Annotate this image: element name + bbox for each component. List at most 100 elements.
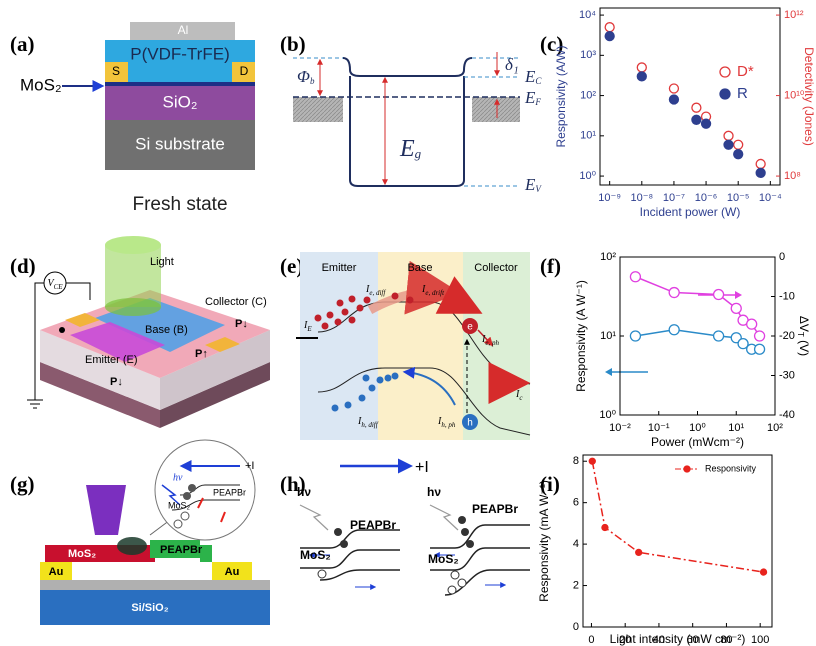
point — [753, 343, 766, 355]
device-d — [27, 236, 270, 428]
axis-arrow — [605, 368, 612, 376]
point — [668, 286, 680, 299]
point — [636, 62, 647, 73]
region-label: Emitter — [322, 262, 357, 274]
y-tick-label: 10¹ — [600, 330, 616, 342]
x-tick-label: 100 — [751, 634, 769, 646]
label-part: T — [796, 332, 805, 337]
layer-label: P(VDF-TrFE) — [130, 44, 229, 63]
point — [604, 22, 615, 33]
region-label: Emitter (E) — [85, 354, 138, 366]
carrier-label: e — [467, 322, 473, 333]
x-tick-label: 10⁻² — [609, 422, 631, 434]
light-label: hν — [173, 472, 183, 483]
y-tick-label: 10² — [600, 251, 616, 263]
current-label: +I — [415, 459, 429, 476]
current-label: Ie, ph — [481, 334, 499, 346]
plot-frame — [599, 7, 781, 186]
band-label: EV — [524, 175, 542, 194]
y-tick-label: 2 — [573, 579, 579, 591]
panel-label: (e) — [280, 254, 303, 278]
region-label: Collector (C) — [205, 296, 267, 308]
point — [668, 324, 680, 336]
y-axis-label: Responsivity (A/W) — [554, 45, 568, 147]
material-label: PEAPBr — [213, 487, 246, 497]
material-label: PEAPBr — [472, 502, 518, 516]
x-tick-label: 40 — [653, 634, 665, 646]
y2-tick-label: -10 — [779, 290, 795, 302]
y2-tick-label: 10¹² — [784, 9, 804, 21]
electrode-label: Au — [225, 566, 240, 578]
panel-label: (h) — [280, 472, 306, 496]
point — [733, 149, 744, 160]
point — [629, 330, 642, 342]
x-tick-label: 10⁻¹ — [648, 422, 670, 434]
y2-tick-label: 10¹⁰ — [784, 89, 805, 101]
region-label: Collector — [474, 262, 518, 274]
point — [712, 330, 725, 342]
x-tick-label: 10⁰ — [689, 422, 706, 434]
electrode-label: S — [112, 64, 120, 78]
point — [746, 318, 758, 330]
x-tick-label: 10⁻⁸ — [630, 192, 653, 204]
x-tick-label: 10⁻⁵ — [727, 192, 750, 204]
layer-label: Al — [178, 23, 189, 37]
layer-label: Si substrate — [135, 134, 225, 153]
point — [730, 302, 742, 315]
point — [723, 130, 734, 141]
channel-label: MoS₂ — [20, 75, 62, 94]
y-tick-label: 10² — [580, 89, 596, 101]
carrier-label: h — [467, 418, 473, 429]
current-label: Ie, diff — [365, 284, 386, 296]
y-axis-label: Responsivity (A W⁻¹) — [574, 280, 588, 392]
plot-frame — [582, 454, 773, 628]
point — [712, 288, 725, 301]
polarization-label: P↑ — [195, 348, 208, 360]
panel-label: (c) — [540, 32, 563, 56]
device-g — [40, 439, 270, 625]
substrate-label: Si/SiO₂ — [131, 602, 168, 614]
panel-label: (i) — [540, 472, 560, 496]
x-tick-label: 80 — [720, 634, 732, 646]
point — [601, 523, 609, 532]
y2-tick-label: -40 — [779, 409, 795, 421]
band-label: δ₁ — [505, 55, 519, 74]
y-tick-label: 10⁰ — [599, 409, 616, 421]
current-label: Ie, drift — [421, 284, 445, 296]
panel-label: (f) — [540, 254, 561, 278]
legend-marker — [683, 465, 691, 473]
point — [691, 114, 702, 125]
panel-label: (b) — [280, 32, 306, 56]
legend-label: D* — [737, 63, 754, 80]
point — [759, 568, 768, 576]
electrode-label: Au — [49, 566, 64, 578]
material-label: MoS₂ — [68, 548, 96, 560]
region-label: Base — [407, 262, 432, 274]
band-label: Eg — [399, 136, 422, 162]
point — [636, 71, 647, 82]
point — [733, 139, 744, 150]
light-label: hν — [297, 485, 311, 499]
x-tick-label: 10⁻⁷ — [663, 192, 685, 204]
x-axis-label: Incident power (W) — [640, 205, 741, 219]
point — [737, 338, 749, 350]
layer-label: SiO₂ — [163, 92, 198, 111]
y-tick-label: 0 — [573, 621, 579, 633]
current-label: Ic — [515, 389, 523, 401]
band-label: EC — [524, 67, 542, 86]
point — [723, 139, 734, 150]
panel-label: (g) — [10, 472, 35, 496]
x-tick-label: 0 — [588, 634, 594, 646]
polarization-label: P↓ — [110, 376, 123, 388]
material-label: MoS₂ — [168, 500, 191, 510]
band-diagram-b — [293, 52, 520, 187]
device-a — [62, 22, 255, 170]
x-tick-label: 10⁻⁹ — [598, 192, 621, 204]
y-tick-label: 8 — [573, 455, 579, 467]
x-tick-label: 20 — [619, 634, 631, 646]
band-label: Φb — [297, 67, 315, 86]
label-part: (V) — [797, 337, 811, 356]
x-tick-label: 10¹ — [728, 422, 744, 434]
point — [635, 548, 643, 557]
caption: Fresh state — [132, 194, 227, 215]
